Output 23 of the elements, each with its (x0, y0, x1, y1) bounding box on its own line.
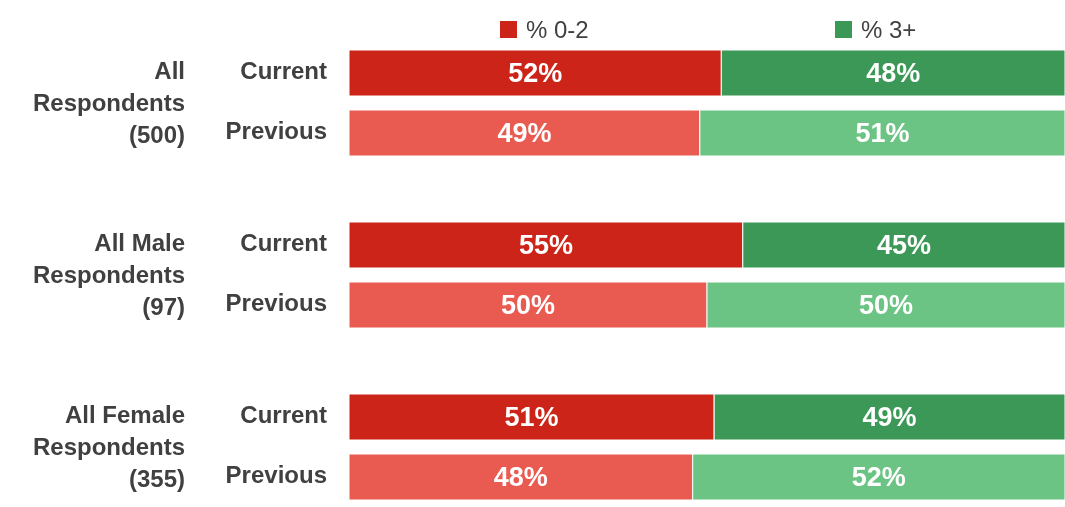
data-label: 51% (504, 402, 559, 433)
text: All Respondents (500) (32, 57, 185, 149)
legend-label: % 3+ (861, 16, 917, 44)
y-tick-label: Previous (225, 289, 327, 317)
text: All Female Respondents (355) (32, 401, 185, 493)
y-tick-label: Previous (225, 461, 327, 489)
text: All Male Respondents (97) (32, 229, 185, 321)
data-label: 45% (876, 230, 931, 261)
data-label: 52% (508, 58, 563, 89)
y-tick-label: Current (240, 229, 328, 257)
data-label: 48% (493, 462, 548, 493)
legend-label: % 0-2 (526, 16, 589, 44)
y-tick-label: Previous (225, 117, 327, 145)
data-label: 55% (518, 230, 573, 261)
data-label: 49% (497, 118, 552, 149)
y-tick-label: Current (240, 57, 328, 85)
data-label: 50% (500, 290, 556, 321)
data-label: 49% (862, 402, 917, 433)
data-label: 48% (866, 58, 921, 89)
data-label: 51% (855, 118, 910, 149)
y-tick-label: Current (240, 401, 328, 429)
data-label: 50% (858, 290, 914, 321)
data-label: 52% (851, 462, 906, 493)
